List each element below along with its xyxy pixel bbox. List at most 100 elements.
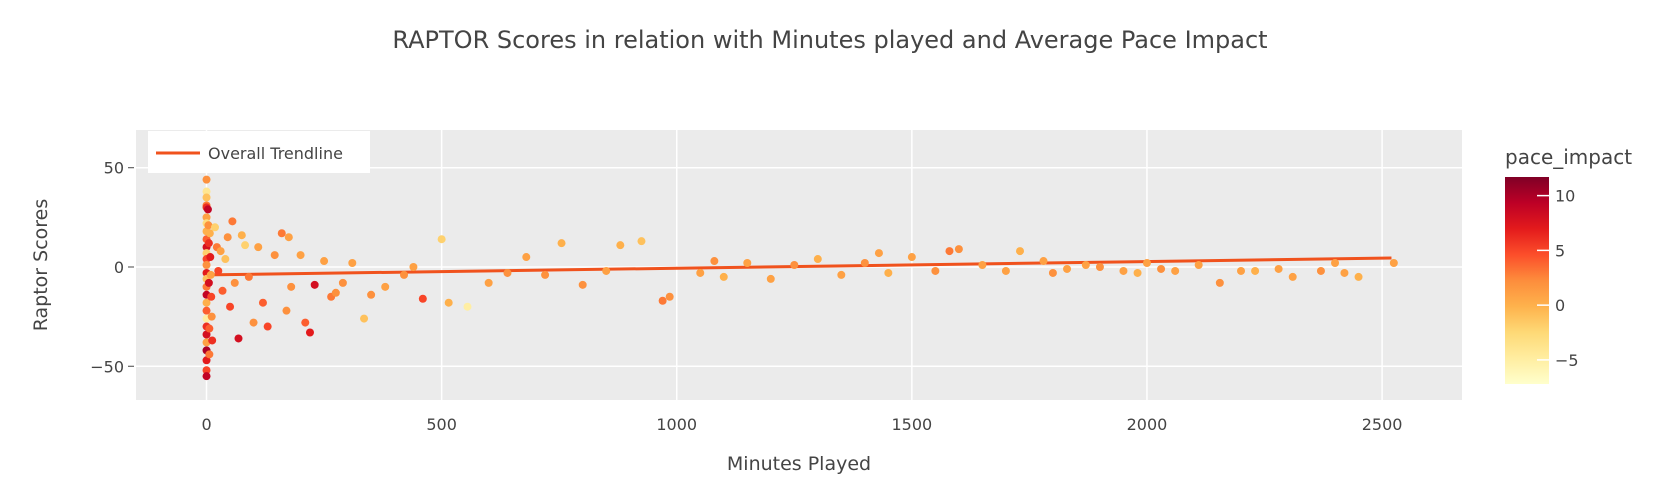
scatter-point: [884, 268, 893, 277]
scatter-point: [578, 280, 587, 289]
scatter-point: [202, 372, 211, 381]
scatter-point: [305, 328, 314, 337]
scatter-point: [813, 255, 822, 264]
scatter-point: [348, 259, 357, 268]
scatter-point: [244, 272, 253, 281]
scatter-point: [205, 324, 214, 333]
scatter-point: [978, 261, 987, 269]
scatter-point: [503, 268, 512, 277]
scatter-point: [228, 217, 237, 226]
scatter-point: [360, 314, 369, 323]
scatter-point: [1274, 264, 1283, 273]
scatter-point: [954, 245, 963, 254]
colorbar: pace_impact −5 0 5 10: [1505, 145, 1632, 384]
scatter-point: [206, 270, 215, 279]
scatter-point: [1340, 268, 1349, 277]
scatter-point: [710, 257, 719, 266]
scatter-point: [658, 296, 667, 305]
scatter-point: [205, 229, 214, 238]
scatter-point: [837, 270, 846, 279]
legend-entry-label: Overall Trendline: [208, 144, 343, 163]
scatter-point: [214, 266, 223, 275]
scatter-point: [1331, 259, 1340, 268]
scatter-point: [216, 247, 225, 256]
scatter-point: [207, 292, 216, 301]
scatter-point: [444, 298, 453, 307]
legend[interactable]: Overall Trendline: [148, 131, 370, 173]
scatter-point: [931, 266, 940, 275]
scatter-point: [381, 282, 390, 291]
scatter-point: [1081, 261, 1090, 269]
scatter-point: [204, 221, 213, 230]
scatter-point: [202, 187, 211, 196]
x-axis-label: Minutes Played: [727, 453, 871, 475]
scatter-point: [296, 251, 305, 260]
chart-title: RAPTOR Scores in relation with Minutes p…: [392, 26, 1268, 54]
scatter-point: [665, 292, 674, 301]
scatter-point: [766, 274, 775, 283]
colorbar-tick-label: −5: [1555, 351, 1579, 370]
scatter-point: [860, 259, 869, 268]
scatter-point: [263, 322, 272, 331]
scatter-point: [210, 223, 219, 232]
y-tick-label: 50: [104, 159, 124, 178]
colorbar-tick-label: 10: [1555, 187, 1575, 206]
scatter-point: [203, 205, 212, 214]
scatter-point: [616, 241, 625, 250]
scatter-point: [1251, 266, 1260, 275]
scatter-point: [282, 306, 291, 315]
colorbar-tick-label: 0: [1555, 296, 1565, 315]
scatter-point: [1039, 257, 1048, 266]
scatter-point: [743, 259, 752, 268]
scatter-point: [1237, 266, 1245, 275]
scatter-point: [463, 302, 472, 311]
scatter-point: [258, 298, 267, 307]
scatter-point: [221, 255, 230, 264]
scatter-point: [367, 290, 376, 299]
scatter-point: [331, 288, 340, 297]
scatter-point: [230, 278, 239, 287]
scatter-point: [1288, 272, 1297, 281]
x-axis: 0 500 1000 1500 2000 2500: [201, 415, 1402, 434]
x-tick-label: 0: [201, 415, 211, 434]
y-axis: −50 0 50: [90, 159, 134, 376]
scatter-point: [270, 251, 279, 260]
x-tick-label: 500: [426, 415, 457, 434]
scatter-point: [202, 330, 211, 339]
scatter-point: [208, 336, 217, 345]
scatter-point: [1016, 247, 1024, 256]
x-tick-label: 1500: [891, 415, 932, 434]
scatter-point: [1354, 272, 1363, 281]
scatter-point: [277, 229, 286, 238]
scatter-point: [696, 268, 705, 277]
scatter-point: [226, 302, 235, 311]
scatter-point: [1316, 266, 1325, 275]
scatter-point: [409, 262, 418, 271]
x-tick-label: 1000: [656, 415, 697, 434]
scatter-point: [338, 278, 347, 287]
scatter-point: [284, 233, 293, 242]
colorbar-title: pace_impact: [1505, 145, 1632, 169]
scatter-point: [790, 261, 799, 269]
scatter-point: [202, 356, 211, 365]
scatter-point: [249, 318, 258, 327]
scatter-point: [945, 247, 954, 256]
scatter-point: [287, 282, 296, 291]
x-tick-label: 2500: [1362, 415, 1403, 434]
y-tick-label: 0: [114, 258, 124, 277]
scatter-point: [437, 235, 446, 244]
scatter-point: [1095, 262, 1104, 271]
scatter-point: [204, 278, 213, 287]
scatter-point: [202, 306, 211, 315]
scatter-point: [1119, 266, 1128, 275]
y-tick-label: −50: [90, 357, 124, 376]
scatter-point: [218, 286, 227, 295]
scatter-point: [874, 249, 883, 258]
scatter-point: [1194, 261, 1203, 269]
scatter-point: [907, 253, 916, 262]
scatter-point: [202, 298, 211, 307]
scatter-point: [234, 334, 243, 343]
scatter-point: [1063, 264, 1072, 273]
scatter-point: [205, 350, 214, 359]
